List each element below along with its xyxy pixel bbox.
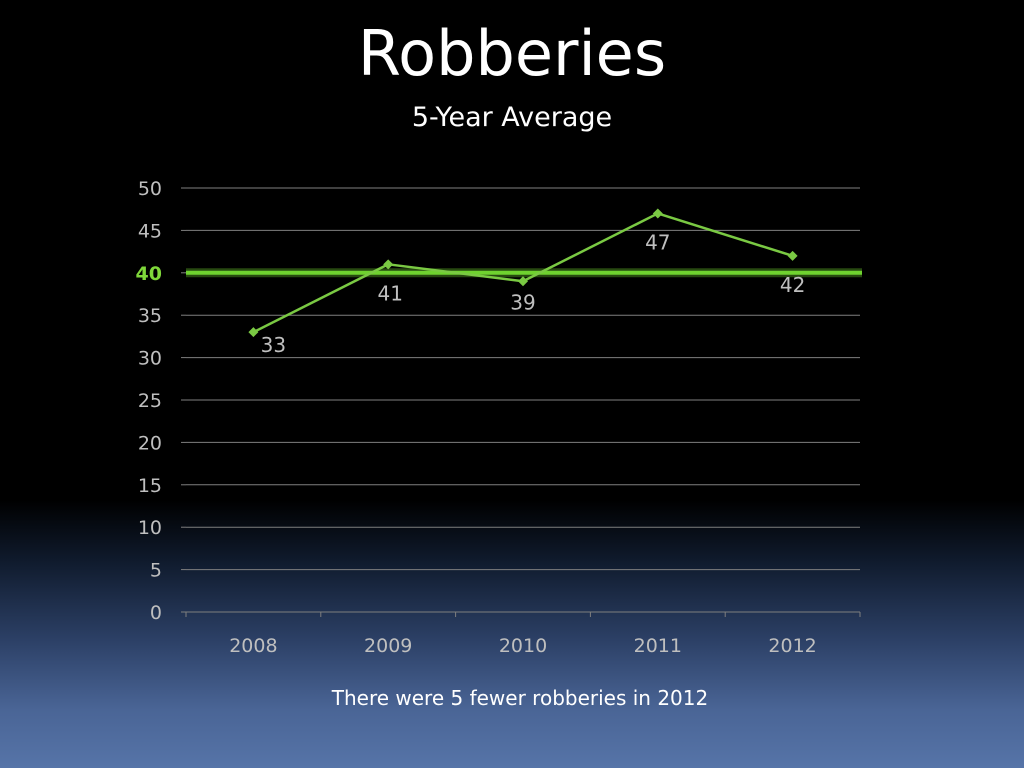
data-point-2010 [518,276,528,287]
y-tick-label-15: 15 [138,475,162,497]
x-tick-label-2009: 2009 [364,635,412,657]
y-axis-tick-labels: 0 5 10 15 20 25 30 35 40 45 50 [136,178,162,624]
axes [181,187,861,617]
data-point-2011 [652,208,663,219]
y-tick-label-5: 5 [150,560,162,582]
slide-subtitle: 5-Year Average [411,102,613,133]
data-label-2008: 33 [261,333,286,357]
data-label-2010: 39 [510,290,535,314]
series-group [248,208,798,338]
x-axis-tick-labels: 2008 2009 2010 2011 2012 [229,635,817,657]
x-tick-label-2012: 2012 [768,635,816,657]
data-label-2012: 42 [780,273,805,297]
x-tick-label-2008: 2008 [229,635,277,657]
y-tick-label-20: 20 [138,432,162,454]
footnote-text: There were 5 fewer robberies in 2012 [331,686,709,710]
y-tick-label-35: 35 [138,305,162,327]
y-tick-label-25: 25 [138,390,162,412]
data-labels: 33 41 39 47 42 [261,230,806,357]
y-tick-label-10: 10 [138,517,162,539]
data-label-2011: 47 [645,230,670,254]
x-tick-label-2011: 2011 [634,635,682,657]
y-tick-label-0: 0 [150,602,162,624]
data-label-2009: 41 [377,281,402,305]
slide-title: Robberies [357,17,667,90]
y-tick-label-45: 45 [138,220,162,242]
y-tick-label-30: 30 [138,348,162,370]
x-tick-label-2010: 2010 [499,635,547,657]
data-point-2012 [787,250,798,261]
y-tick-label-40: 40 [136,263,162,285]
data-point-2009 [383,259,394,270]
data-point-2008 [248,327,259,338]
y-tick-label-50: 50 [138,178,162,200]
